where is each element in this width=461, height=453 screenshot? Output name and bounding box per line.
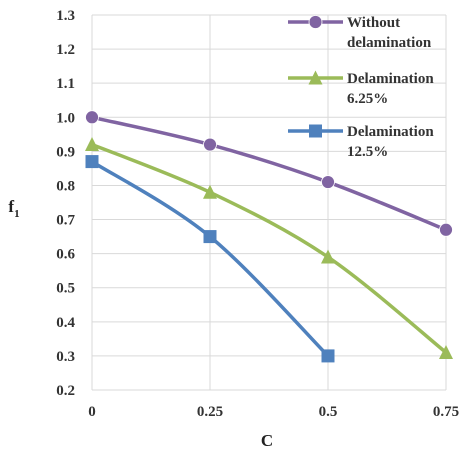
series-line <box>91 142 448 354</box>
series-2 <box>85 137 453 359</box>
data-point <box>203 230 217 244</box>
legend-marker <box>308 70 323 85</box>
y-tick-label: 0.6 <box>56 247 75 263</box>
x-tick-label: 0 <box>88 404 96 420</box>
y-tick-label: 0.8 <box>56 178 75 194</box>
legend-marker <box>308 15 323 29</box>
x-tick-labels: 0 0.25 0.5 0.75 <box>88 404 459 420</box>
data-point <box>85 110 99 125</box>
legend-label: Without <box>347 15 400 31</box>
data-point <box>203 184 217 199</box>
y-tick-label: 0.2 <box>56 383 75 399</box>
data-series <box>85 110 453 363</box>
data-point <box>85 137 99 152</box>
y-axis-label: f1 <box>8 197 19 220</box>
y-tick-label: 1.1 <box>56 76 75 92</box>
series-line <box>91 115 447 232</box>
plot-area <box>92 15 446 390</box>
y-tick-label: 0.9 <box>56 144 75 160</box>
data-point <box>321 175 335 189</box>
legend-marker <box>309 124 322 138</box>
y-tick-label: 0.3 <box>56 349 75 365</box>
y-tick-label: 0.5 <box>56 281 75 297</box>
gridlines <box>91 14 447 391</box>
data-point <box>439 345 453 359</box>
y-tick-label: 0.4 <box>56 315 75 331</box>
y-tick-label: 1.3 <box>56 8 75 24</box>
data-point <box>321 349 335 363</box>
legend-label: Delamination <box>347 124 434 140</box>
x-tick-label: 0.25 <box>197 404 223 420</box>
series-1 <box>85 110 453 237</box>
data-point <box>85 155 99 169</box>
data-point <box>439 222 453 237</box>
legend-entry-3: Delamination 12.5% <box>288 124 434 160</box>
x-axis-label: C <box>261 431 273 450</box>
legend-label: Delamination <box>347 71 434 87</box>
y-tick-label: 0.7 <box>56 213 75 229</box>
series-3 <box>85 155 335 363</box>
y-axis-label-main: f <box>8 197 14 216</box>
y-axis-label-subscript: 1 <box>14 208 20 220</box>
legend-label: 12.5% <box>347 144 388 160</box>
legend-entry-2: Delamination 6.25% <box>288 70 434 107</box>
y-tick-label: 1.2 <box>56 42 75 58</box>
legend-label: 6.25% <box>347 91 388 107</box>
legend: WithoutdelaminationDelamination6.25%Dela… <box>288 15 434 160</box>
legend-entry-1: Without delamination <box>288 15 432 51</box>
data-point <box>203 137 217 152</box>
x-tick-label: 0.5 <box>319 404 338 420</box>
y-tick-label: 1.0 <box>56 110 75 126</box>
legend-label: delamination <box>347 35 432 51</box>
x-tick-label: 0.75 <box>433 404 459 420</box>
data-point <box>321 249 335 264</box>
y-tick-labels: 0.2 0.3 0.4 0.5 0.6 0.7 0.8 0.9 1.0 1.1 1.2 1.3 <box>56 8 75 399</box>
